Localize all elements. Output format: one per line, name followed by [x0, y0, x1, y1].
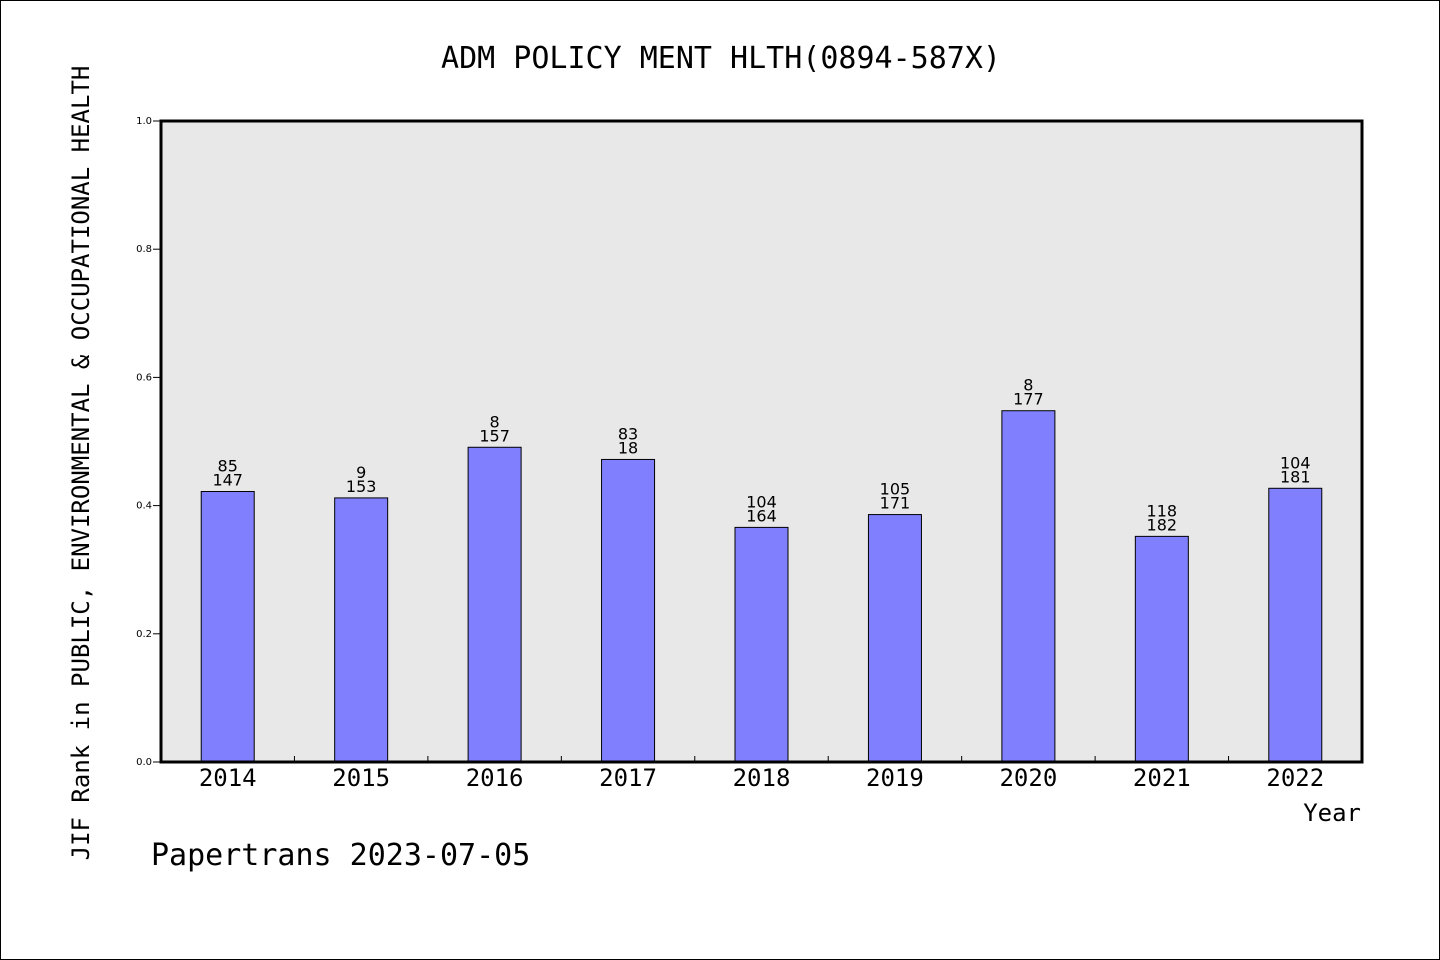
x-axis-ticks: 2014 2015 2016 2017 2018 2019 2020 2021 2022 — [199, 756, 1324, 792]
bar-2016 — [467, 446, 522, 763]
bar-2014 — [200, 490, 255, 763]
bar-label-bottom: 177 — [1013, 390, 1044, 409]
bar-label-top: 104 — [746, 492, 777, 511]
bar-label-top: 8 — [1023, 376, 1033, 395]
x-tick-label: 2021 — [1133, 764, 1191, 792]
y-tick-label: 0.0 — [136, 757, 152, 768]
bar-label-bottom: 153 — [346, 477, 377, 496]
bar-label-bottom: 181 — [1280, 467, 1311, 486]
bar-2022 — [1268, 487, 1323, 763]
y-tick-label: 0.4 — [136, 501, 152, 512]
bar-2020 — [1001, 410, 1056, 763]
x-tick-label: 2020 — [999, 764, 1057, 792]
bar-2021 — [1134, 535, 1189, 763]
bar-label-bottom: 18 — [618, 438, 638, 457]
y-tick-label: 0.6 — [136, 372, 152, 383]
bar-label-top: 9 — [356, 463, 366, 482]
bar-2017 — [601, 458, 656, 763]
bar-label-bottom: 147 — [212, 470, 243, 489]
x-tick-label: 2019 — [866, 764, 924, 792]
bar-label-bottom: 171 — [880, 494, 911, 513]
bar-label-bottom: 164 — [746, 506, 777, 525]
y-tick-label: 0.2 — [136, 629, 152, 640]
chart-title: ADM POLICY MENT HLTH(0894-587X) — [441, 41, 1001, 76]
footer-stamp: Papertrans 2023-07-05 — [151, 838, 530, 873]
x-tick-label: 2022 — [1266, 764, 1324, 792]
bar-2015 — [334, 497, 389, 763]
y-tick-label: 1.0 — [136, 116, 152, 127]
y-tick-label: 0.8 — [136, 244, 152, 255]
bar-2018 — [734, 526, 789, 763]
x-tick-label: 2015 — [332, 764, 390, 792]
y-axis-label: JIF Rank in PUBLIC, ENVIRONMENTAL & OCCU… — [67, 66, 95, 861]
x-tick-label: 2016 — [466, 764, 524, 792]
x-tick-label: 2014 — [199, 764, 257, 792]
x-axis-label: Year — [1303, 799, 1361, 827]
bar-label-top: 85 — [218, 456, 238, 475]
bar-label-top: 118 — [1147, 501, 1178, 520]
bar-label-bottom: 182 — [1147, 515, 1178, 534]
bar-label-top: 8 — [490, 412, 500, 431]
x-tick-label: 2018 — [733, 764, 791, 792]
x-tick-label: 2017 — [599, 764, 657, 792]
bar-label-top: 105 — [880, 480, 911, 499]
bar-label-top: 83 — [618, 424, 638, 443]
bar-2019 — [867, 514, 922, 763]
bar-label-top: 104 — [1280, 453, 1311, 472]
plot-frame — [159, 119, 1364, 764]
y-axis-ticks: 0.0 0.2 0.4 0.6 0.8 1.0 — [136, 116, 161, 768]
bar-label-bottom: 157 — [479, 426, 510, 445]
